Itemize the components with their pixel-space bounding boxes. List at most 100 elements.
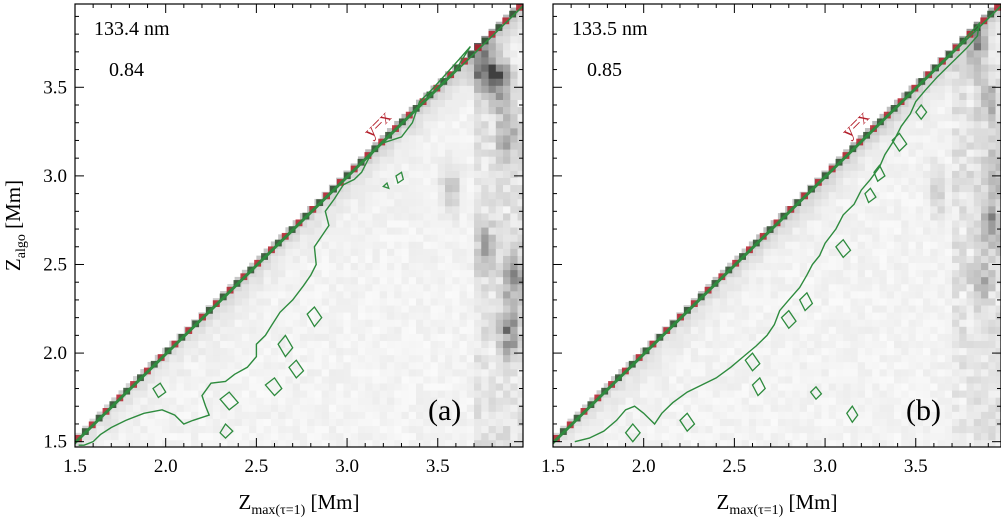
heatmap-cell [821,198,829,207]
heatmap-cell [379,354,388,363]
heatmap-cell [488,312,497,320]
heatmap-cell [278,319,286,327]
heatmap-cell [452,369,460,377]
heatmap-cell [864,354,873,363]
heatmap-cell [814,241,822,249]
heatmap-cell [379,283,388,292]
heatmap-cell [835,376,844,384]
heatmap-cell [959,340,967,349]
heatmap-cell [857,305,866,313]
heatmap-cell [452,333,460,341]
heatmap-cell [466,340,475,349]
heatmap-cell [719,347,728,356]
heatmap-cell [879,432,888,441]
heatmap-cell [988,177,996,186]
heatmap-cell [278,397,286,405]
heatmap-cell [973,78,982,86]
heatmap-cell [952,227,960,235]
heatmap-cell [966,135,975,143]
heatmap-cell [734,269,742,278]
heatmap-cell [488,418,497,427]
heatmap-cell [162,383,170,391]
heatmap-cell [408,404,417,412]
heatmap-cell [589,411,597,419]
heatmap-cell [828,319,837,327]
heatmap-cell [988,383,996,391]
heatmap-cell [423,142,431,150]
heatmap-cell [394,149,402,157]
heatmap-cell [893,206,902,214]
heatmap-cell [828,397,837,405]
heatmap-cell [893,376,902,384]
heatmap-cell [930,425,938,434]
heatmap-cell [872,425,880,434]
heatmap-cell [770,383,779,391]
heatmap-cell [437,255,446,264]
heatmap-cell [510,439,518,447]
heatmap-cell [850,269,859,278]
heatmap-cell [719,411,728,419]
heatmap-cell [357,376,366,384]
heatmap-cell [365,404,373,412]
heatmap-cell [915,347,924,356]
heatmap-cell [466,361,475,370]
heatmap-cell [89,425,98,434]
heatmap-cell [481,347,489,356]
heatmap-cell [198,390,206,398]
heatmap-cell [437,198,446,207]
heatmap-cell [423,177,431,186]
heatmap-cell [814,255,822,264]
heatmap-cell [640,432,648,441]
heatmap-cell [901,298,909,306]
heatmap-cell [850,149,859,157]
heatmap-cell [915,262,924,271]
heatmap-cell [799,354,808,363]
heatmap-cell [879,248,888,256]
heatmap-cell [459,71,468,79]
heatmap-cell [415,213,424,221]
heatmap-cell [140,383,148,391]
heatmap-cell [176,425,185,434]
heatmap-cell [937,397,946,405]
heatmap-cell [770,361,779,370]
heatmap-cell [727,425,735,434]
heatmap-cell [821,411,829,419]
heatmap-cell [901,206,909,214]
heatmap-cell [386,255,395,264]
heatmap-cell [474,241,482,249]
heatmap-cell [923,220,931,228]
heatmap-cell [321,269,330,278]
heatmap-cell [234,326,243,334]
heatmap-cell [510,305,518,313]
heatmap-cell [705,361,713,370]
heatmap-cell [430,305,439,313]
heatmap-cell [930,184,938,193]
heatmap-cell [314,319,322,327]
heatmap-cell [843,376,851,384]
heatmap-cell [582,425,590,434]
heatmap-cell [741,390,750,398]
heatmap-cell [923,135,931,143]
heatmap-cell [814,291,822,299]
heatmap-cell [466,99,475,108]
heatmap-cell [879,206,888,214]
heatmap-cell [379,390,388,398]
heatmap-cell [459,227,468,235]
heatmap-cell [763,376,771,384]
heatmap-cell [481,113,489,122]
heatmap-cell [466,333,475,341]
heatmap-cell [503,57,511,65]
heatmap-cell [227,340,235,349]
heatmap-cell [488,291,497,299]
heatmap-cell [596,432,605,441]
heatmap-cell [835,241,844,249]
heatmap-cell [401,369,410,377]
heatmap-cell [481,42,489,51]
heatmap-cell [770,411,779,419]
heatmap-cell [923,333,931,341]
heatmap-cell [959,241,967,249]
heatmap-cell [386,198,395,207]
heatmap-cell [625,418,634,427]
heatmap-cell [205,354,214,363]
heatmap-cell [901,397,909,405]
